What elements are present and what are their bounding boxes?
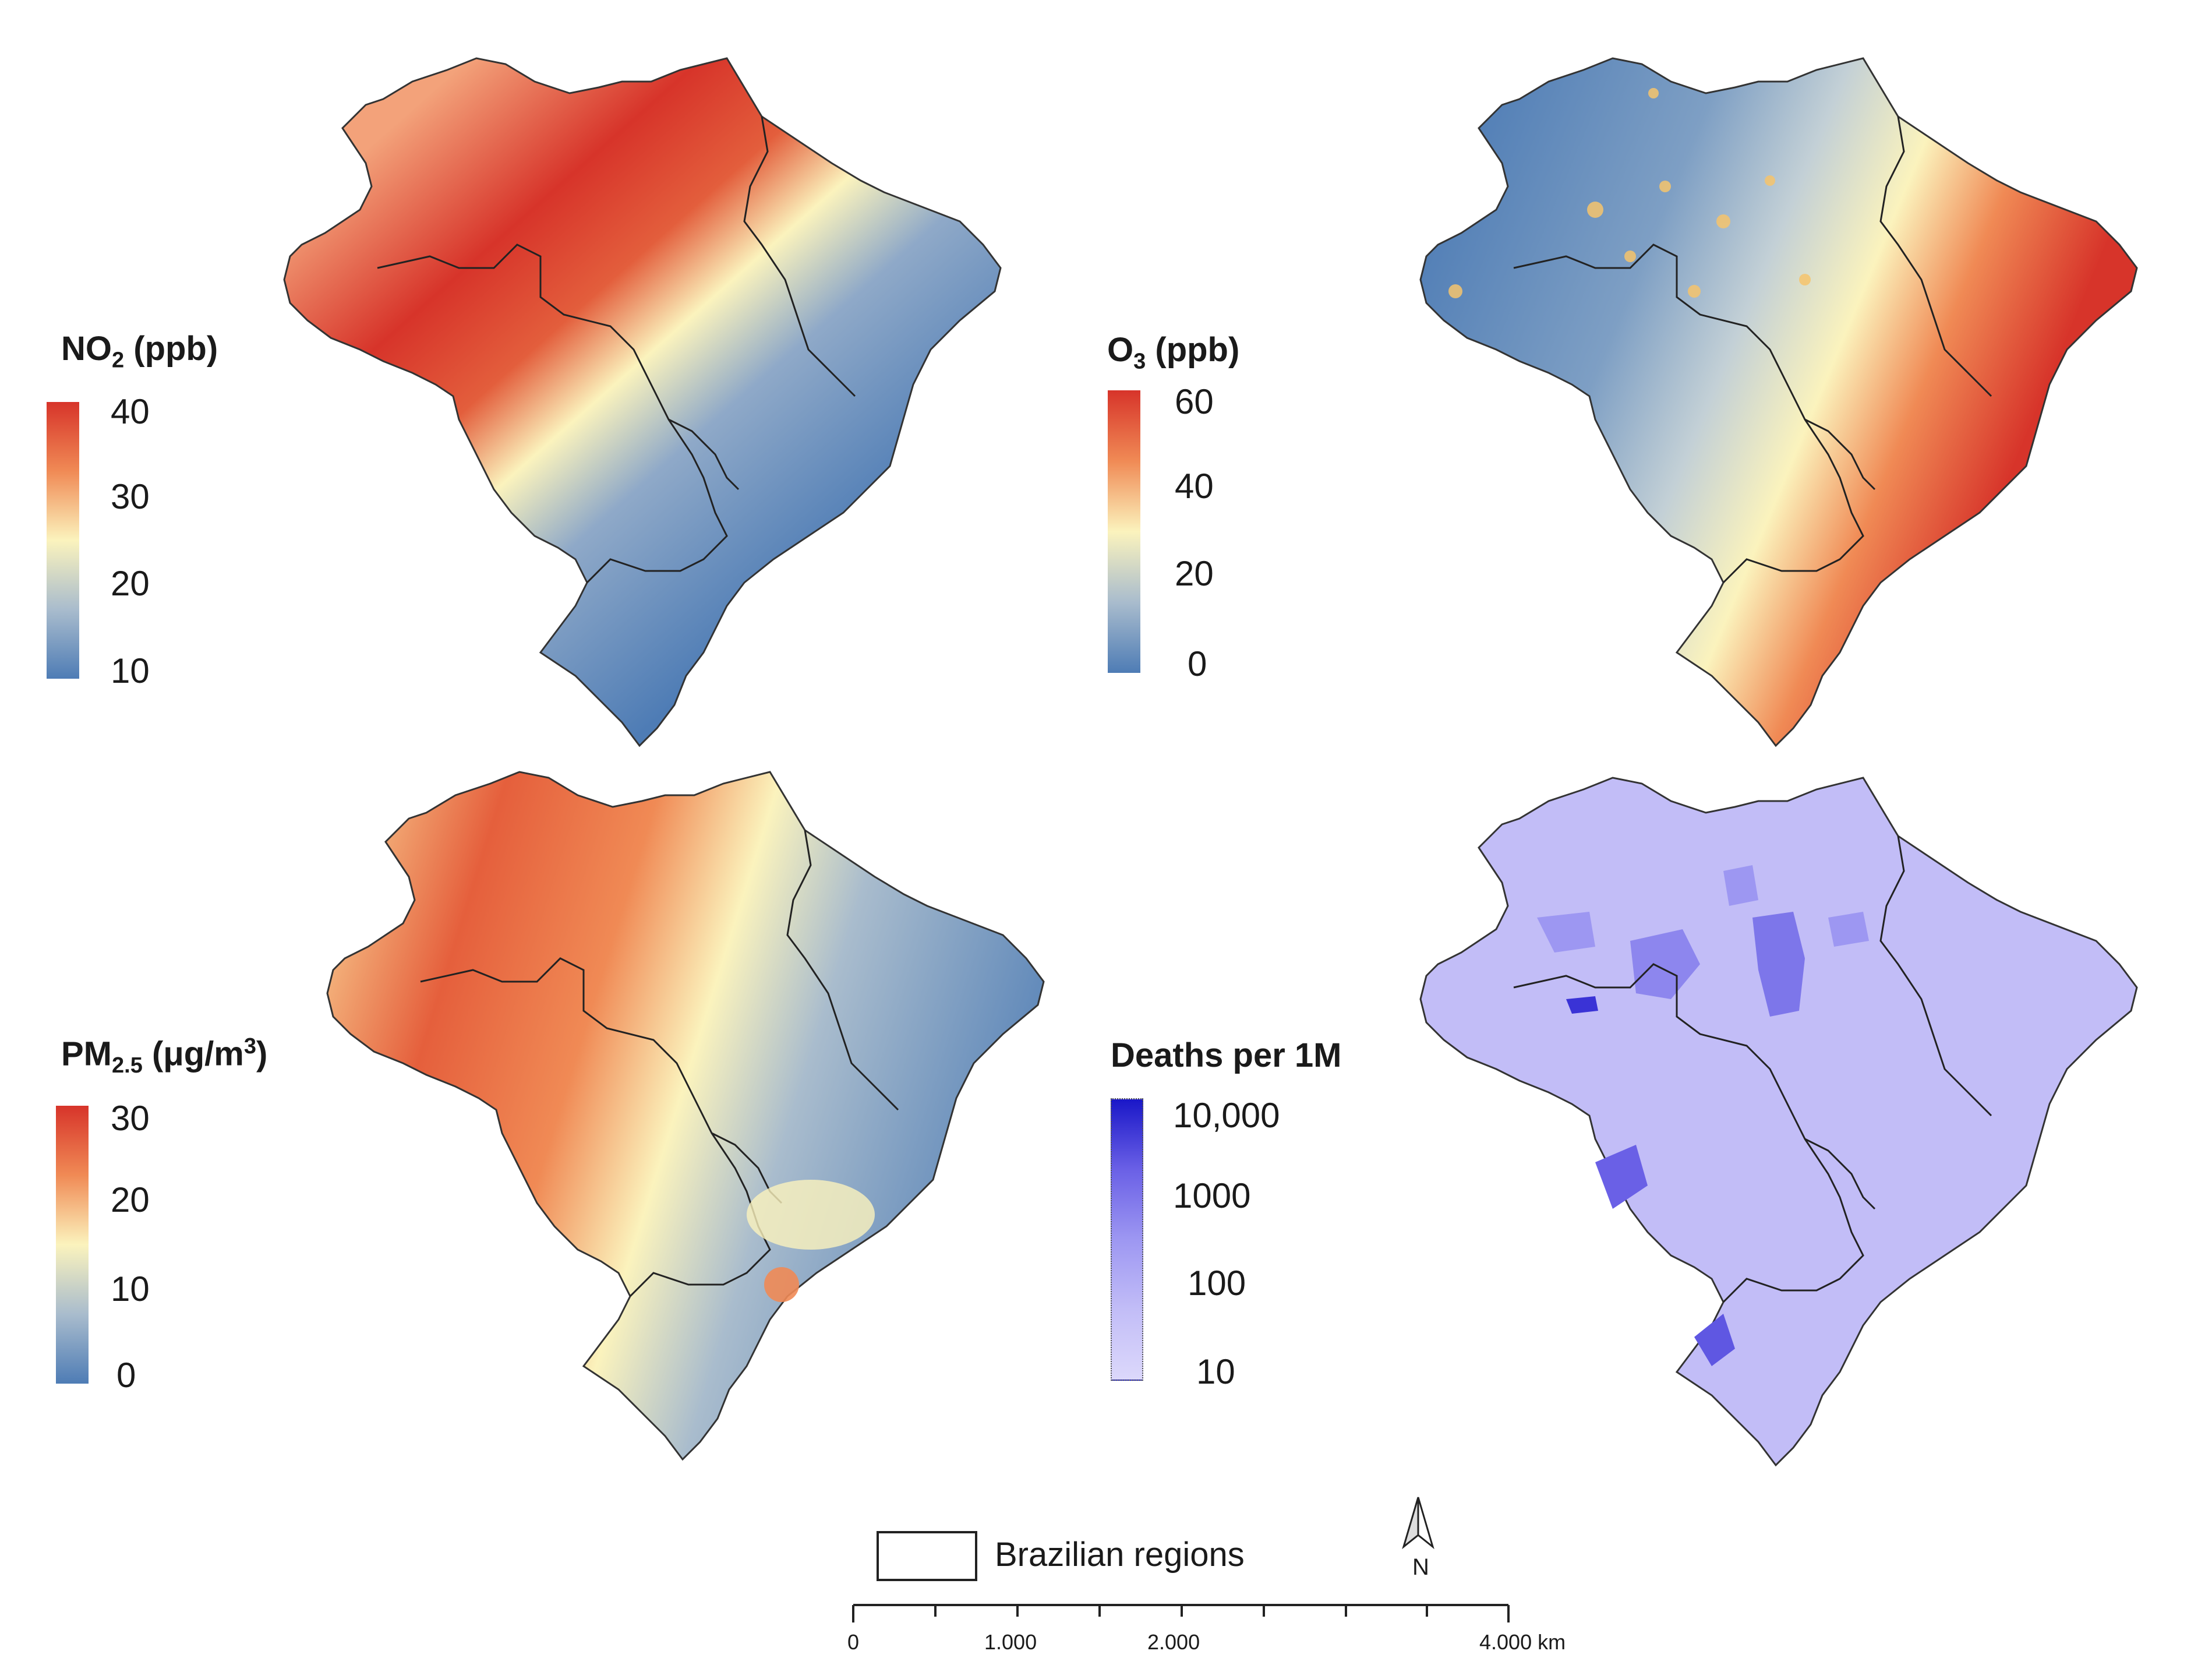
panel-o3: O3 (ppb) 60 40 20 0 bbox=[1106, 0, 2212, 757]
pm25-sao-paulo-hotspot bbox=[764, 1267, 799, 1302]
o3-legend-title: O3 (ppb) bbox=[1107, 331, 1240, 374]
no2-tick-10: 10 bbox=[111, 651, 150, 690]
scale-label-4000: 4.000 km bbox=[1479, 1630, 1566, 1654]
no2-region-borders bbox=[377, 116, 856, 584]
panel-no2: NO2 (ppb) 40 30 20 10 bbox=[0, 0, 1106, 757]
pm25-tick-0: 0 bbox=[116, 1356, 136, 1395]
o3-tick-0: 0 bbox=[1188, 644, 1207, 683]
deaths-region-borders bbox=[1513, 835, 1992, 1303]
deaths-brazil-shape bbox=[1419, 777, 2138, 1467]
region-legend-label: Brazilian regions bbox=[995, 1536, 1245, 1574]
o3-tick-40: 40 bbox=[1175, 467, 1214, 506]
o3-brazil-shape bbox=[1419, 57, 2138, 747]
panel-deaths: Deaths per 1M 10,000 1000 100 10 bbox=[1106, 746, 2212, 1480]
o3-colorbar bbox=[1108, 390, 1140, 673]
deaths-municipality-patches bbox=[1537, 865, 1869, 1366]
deaths-tick-10000: 10,000 bbox=[1173, 1096, 1280, 1135]
o3-tick-60: 60 bbox=[1175, 382, 1214, 421]
north-arrow-label: N bbox=[1412, 1554, 1429, 1580]
no2-brazil-shape bbox=[283, 57, 1002, 747]
pm25-colorbar bbox=[56, 1106, 89, 1384]
deaths-tick-1000: 1000 bbox=[1173, 1176, 1251, 1215]
o3-region-borders bbox=[1513, 116, 1992, 584]
scale-bar bbox=[852, 1604, 1510, 1622]
no2-colorbar bbox=[47, 402, 79, 679]
deaths-colorbar bbox=[1111, 1098, 1143, 1381]
pm25-southeast-hotspot bbox=[747, 1180, 875, 1250]
deaths-map bbox=[1419, 777, 2138, 1467]
scale-label-2000: 2.000 bbox=[1147, 1630, 1200, 1654]
region-legend-swatch bbox=[877, 1531, 977, 1581]
deaths-tick-100: 100 bbox=[1188, 1264, 1246, 1303]
pm25-legend-title: PM2.5 (μg/m3) bbox=[61, 1034, 268, 1078]
pm25-tick-20: 20 bbox=[111, 1180, 150, 1219]
pm25-tick-10: 10 bbox=[111, 1269, 150, 1308]
no2-legend-title: NO2 (ppb) bbox=[61, 330, 218, 373]
no2-tick-30: 30 bbox=[111, 477, 150, 516]
no2-tick-40: 40 bbox=[111, 392, 150, 431]
pm25-map bbox=[326, 771, 1045, 1461]
no2-map bbox=[283, 57, 1002, 747]
no2-tick-20: 20 bbox=[111, 564, 150, 603]
o3-hotspots bbox=[1448, 88, 1811, 298]
pm25-brazil-shape bbox=[326, 771, 1045, 1461]
scale-label-0: 0 bbox=[847, 1630, 860, 1654]
scale-label-1000: 1.000 bbox=[984, 1630, 1037, 1654]
deaths-tick-10: 10 bbox=[1196, 1352, 1235, 1391]
o3-tick-20: 20 bbox=[1175, 554, 1214, 593]
o3-map bbox=[1419, 57, 2138, 747]
north-arrow-icon bbox=[1402, 1497, 1434, 1550]
pm25-region-borders bbox=[420, 830, 899, 1297]
deaths-legend-title: Deaths per 1M bbox=[1111, 1036, 1342, 1074]
pm25-tick-30: 30 bbox=[111, 1099, 150, 1138]
panel-pm25: PM2.5 (μg/m3) 30 20 10 0 bbox=[0, 746, 1106, 1480]
